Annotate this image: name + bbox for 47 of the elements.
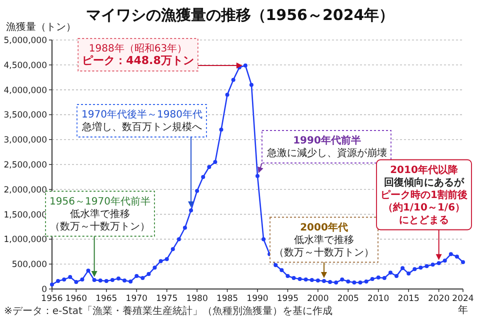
y-tick-label: 3,000,000: [4, 136, 47, 146]
x-tick-label: 2020: [428, 294, 450, 304]
x-tick-label: 1990: [246, 294, 268, 304]
annotation: にとどまる: [399, 214, 449, 226]
y-tick-label: 500,000: [12, 260, 47, 270]
x-tick-label: 1965: [96, 294, 118, 304]
annotation: 低水準で推移: [70, 208, 130, 220]
y-tick-label: 4,000,000: [4, 86, 47, 96]
annotation: 回復傾向にあるが: [384, 176, 465, 188]
annotation: 低水準で推移: [294, 234, 354, 246]
y-tick-label: 5,000,000: [4, 36, 47, 46]
x-tick-label: 1960: [65, 294, 87, 304]
annotation: （数万～十数万トン）: [274, 246, 374, 258]
annotation: 1990年代前半: [293, 134, 361, 146]
x-tick-label: 1995: [276, 294, 299, 304]
annotation: ピーク時の1割前後: [380, 188, 468, 201]
annotation: 2000年代: [300, 221, 348, 234]
annotation: 急増し、数百万トン規模へ: [81, 121, 202, 133]
y-tick-label: 4,500,000: [4, 60, 47, 71]
x-tick-label: 2005: [337, 294, 359, 304]
y-tick-label: 1,500,000: [4, 210, 47, 220]
annotation: ピーク：448.8万トン: [82, 54, 194, 67]
y-tick-label: 1,000,000: [4, 235, 47, 246]
annotation: 2010年代以降: [390, 164, 459, 176]
x-tick-label: 1975: [156, 294, 178, 304]
x-tick-label: 1970: [126, 294, 148, 304]
text: ※データ：e-Stat「漁業・養殖業生産統計」（魚種別漁獲量）を基に作成: [4, 305, 332, 317]
x-tick-label: 2015: [398, 294, 420, 304]
x-tick-label: 2000: [307, 294, 329, 304]
y-tick-label: 3,500,000: [4, 110, 47, 121]
annotation: 1956～1970年代前半: [50, 195, 150, 208]
x-tick-label: 1956: [41, 294, 63, 304]
annotation: （約1/10～1/6）: [382, 201, 466, 214]
y-tick-label: 2,500,000: [4, 160, 47, 170]
x-tick-label: 1985: [216, 294, 238, 304]
annotation: 1988年（昭和63年）: [88, 42, 188, 54]
y-tick-label: 0: [42, 285, 47, 295]
annotation: （数万～十数万トン）: [50, 220, 150, 232]
annotation: 急激に減少し、資源が崩壊: [266, 147, 387, 159]
x-axis-title: 年: [458, 304, 468, 316]
chart-title: マイワシの漁獲量の推移（1956～2024年）: [86, 6, 394, 24]
x-tick-label: 2010: [368, 294, 390, 304]
annotation: 1970年代後半～1980年代: [82, 108, 202, 120]
x-tick-label: 1980: [186, 294, 208, 304]
y-axis-title: 漁獲量（トン）: [6, 21, 76, 33]
x-tick-label: 2024: [452, 294, 474, 304]
y-tick-label: 2,000,000: [4, 185, 47, 196]
